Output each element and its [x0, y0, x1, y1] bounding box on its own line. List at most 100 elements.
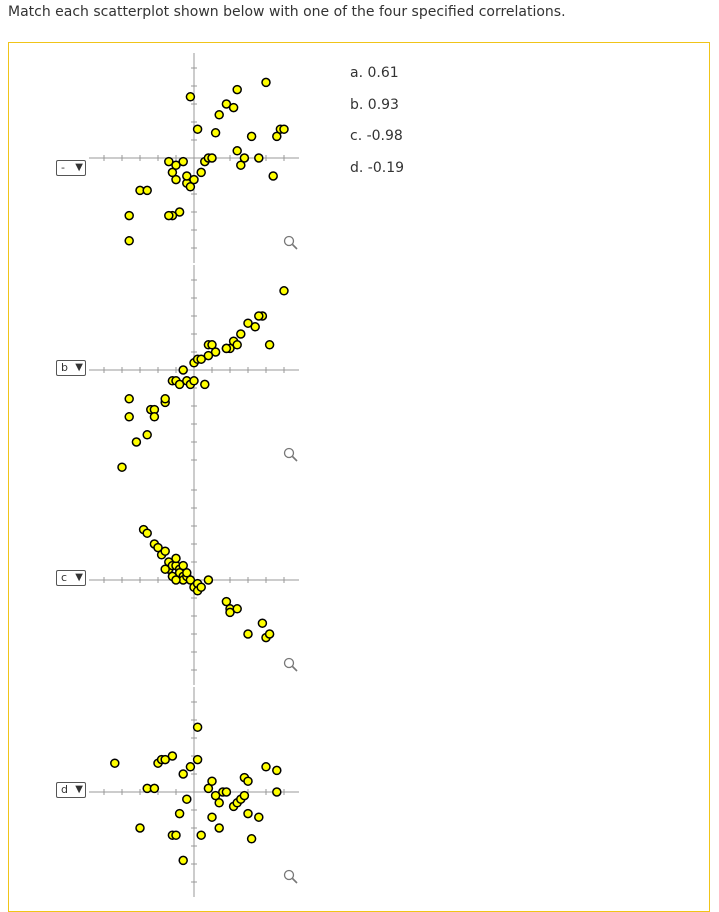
data-point: [185, 762, 196, 772]
instruction-text: Match each scatterplot shown below with …: [8, 4, 566, 20]
zoom-icon[interactable]: [283, 447, 298, 462]
data-point: [228, 102, 239, 113]
data-point: [264, 629, 275, 639]
data-point: [207, 812, 217, 822]
data-point: [221, 787, 232, 797]
data-point: [178, 855, 188, 866]
data-point: [196, 830, 206, 840]
data-point: [272, 765, 282, 776]
data-point: [214, 798, 224, 808]
answer-select-3[interactable]: c ▼: [56, 570, 86, 586]
data-point: [124, 236, 134, 246]
data-point: [254, 812, 264, 822]
data-point: [117, 462, 127, 472]
select-value: -: [61, 161, 65, 174]
data-point: [207, 776, 217, 786]
data-point: [167, 167, 178, 178]
scatterplot-2: [89, 265, 299, 475]
data-point: [272, 131, 282, 142]
zoom-icon[interactable]: [283, 869, 298, 884]
question-panel: - ▼ b ▼ c ▼ d ▼ a. 0.61 b. 0.93 c. -0.98…: [8, 42, 710, 912]
data-point: [142, 528, 152, 538]
data-point: [160, 564, 170, 574]
answer-select-1[interactable]: - ▼: [56, 160, 86, 176]
data-point: [149, 412, 160, 422]
data-point: [196, 354, 206, 364]
data-point: [232, 604, 242, 614]
data-point: [142, 430, 152, 440]
data-point: [185, 575, 196, 585]
data-point: [182, 568, 192, 578]
scatter-row-1: - ▼: [9, 53, 309, 263]
data-point: [192, 722, 203, 732]
data-point: [279, 286, 289, 296]
data-point: [236, 160, 246, 170]
data-point: [192, 754, 203, 765]
data-point: [196, 582, 206, 592]
data-point: [221, 343, 232, 354]
data-point: [203, 783, 214, 794]
data-point: [243, 318, 253, 328]
choice-c: c. -0.98: [350, 128, 403, 144]
zoom-icon[interactable]: [283, 657, 298, 672]
zoom-icon[interactable]: [283, 235, 298, 250]
data-point: [142, 185, 152, 196]
data-point: [178, 560, 188, 571]
data-point: [239, 153, 250, 163]
answer-select-4[interactable]: d ▼: [56, 782, 86, 798]
data-point: [261, 762, 271, 772]
data-point: [164, 210, 174, 221]
data-point: [182, 171, 192, 181]
data-point: [171, 553, 181, 564]
data-point: [178, 769, 188, 779]
data-point: [200, 379, 210, 390]
scatterplot-3: [89, 475, 299, 685]
data-point: [214, 823, 224, 833]
data-point: [232, 84, 242, 95]
data-point: [264, 340, 275, 350]
data-point: [254, 153, 264, 163]
data-point: [243, 776, 253, 786]
data-point: [185, 182, 196, 192]
data-point: [250, 322, 260, 332]
data-point: [124, 394, 134, 404]
choices-list: a. 0.61 b. 0.93 c. -0.98 d. -0.19: [350, 65, 404, 191]
data-point: [207, 153, 217, 163]
select-value: c: [61, 571, 68, 584]
data-point: [153, 542, 163, 553]
data-point: [239, 790, 250, 801]
scatter-row-2: b ▼: [9, 265, 309, 475]
scatter-row-4: d ▼: [9, 687, 309, 897]
data-point: [268, 171, 278, 181]
data-point: [167, 751, 178, 761]
data-point: [174, 207, 185, 217]
data-point: [207, 340, 217, 350]
data-point: [254, 311, 264, 321]
data-point: [203, 350, 214, 361]
answer-select-2[interactable]: b ▼: [56, 360, 86, 376]
data-point: [174, 379, 185, 390]
data-point: [110, 758, 120, 768]
data-point: [185, 92, 196, 102]
data-point: [203, 575, 214, 585]
chevron-down-icon: ▼: [75, 162, 83, 173]
data-point: [210, 347, 221, 357]
data-point: [279, 124, 289, 134]
select-value: d: [61, 783, 68, 796]
chevron-down-icon: ▼: [75, 362, 83, 373]
data-point: [192, 124, 203, 134]
data-point: [257, 618, 268, 628]
data-point: [214, 110, 224, 120]
data-point: [236, 329, 246, 339]
choice-d: d. -0.19: [350, 159, 405, 176]
data-point: [131, 437, 142, 447]
chevron-down-icon: ▼: [75, 572, 83, 583]
scatterplot-4: [89, 687, 299, 897]
data-point: [178, 365, 188, 375]
choice-a: a. 0.61: [350, 65, 399, 81]
data-point: [160, 546, 170, 556]
data-point: [160, 394, 170, 404]
data-point: [178, 156, 188, 167]
data-point: [164, 156, 174, 167]
data-point: [196, 167, 206, 178]
